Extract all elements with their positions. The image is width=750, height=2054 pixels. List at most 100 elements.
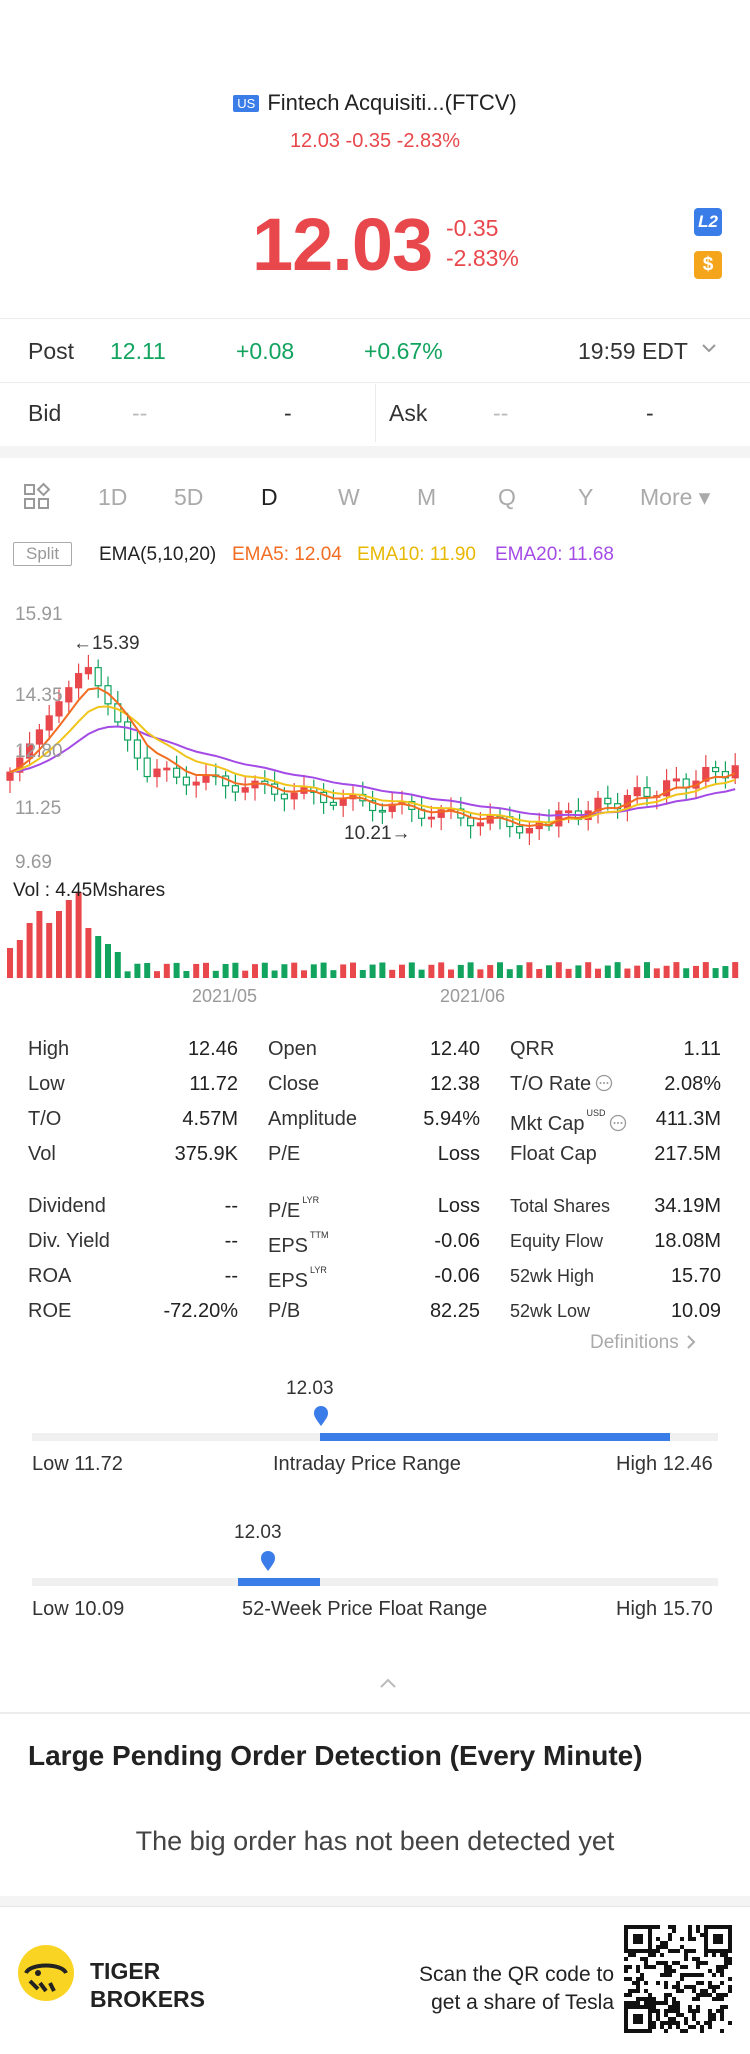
candle-body bbox=[123, 721, 132, 741]
stat-label-text: Float Cap bbox=[510, 1143, 597, 1165]
tab-q[interactable]: Q bbox=[498, 484, 516, 510]
definitions-label: Definitions bbox=[590, 1332, 679, 1353]
volume-bar bbox=[56, 911, 62, 978]
stat-label: Total Shares bbox=[510, 1195, 610, 1218]
definitions-link[interactable]: Definitions bbox=[590, 1332, 698, 1354]
stat-label: Low bbox=[28, 1073, 65, 1096]
stat-value: Loss bbox=[437, 1195, 480, 1217]
volume-bar bbox=[408, 962, 415, 978]
candle-body bbox=[202, 774, 210, 783]
stat-label: T/O Rate bbox=[510, 1073, 613, 1096]
candle-body bbox=[476, 822, 484, 827]
price-change: -0.35 bbox=[446, 215, 499, 241]
stat-label-text: 52wk High bbox=[510, 1266, 595, 1286]
stock-title: US Fintech Acquisiti...(FTCV) bbox=[0, 90, 750, 116]
post-market-row[interactable]: Post 12.11 +0.08 +0.67% 19:59 EDT bbox=[0, 320, 750, 382]
candle-body bbox=[192, 781, 200, 786]
stats-grid: High 12.46 Low 11.72 T/O 4.57M Vol 375.9K Divide… bbox=[0, 1038, 750, 1358]
y-label-2: 14.35 bbox=[15, 685, 63, 706]
stat-label-text: Close bbox=[268, 1073, 320, 1095]
pending-message: The big order has not been detected yet bbox=[135, 1826, 615, 1856]
volume-bar bbox=[575, 965, 582, 978]
chevron-down-icon[interactable] bbox=[700, 336, 718, 363]
divider bbox=[0, 1712, 750, 1714]
candle-body bbox=[163, 767, 171, 771]
y-label-3: 12.80 bbox=[15, 741, 63, 762]
split-button[interactable]: Split bbox=[13, 542, 73, 566]
qr-code-icon[interactable] bbox=[624, 1925, 732, 2033]
week52-high: High 15.70 bbox=[616, 1598, 713, 1620]
volume-bar bbox=[477, 969, 484, 978]
candle-body bbox=[427, 816, 435, 820]
tab-1d[interactable]: 1D bbox=[98, 484, 128, 510]
candle-body bbox=[711, 766, 720, 773]
stat-value: 12.40 bbox=[429, 1038, 480, 1060]
stat-label-text: Open bbox=[268, 1038, 317, 1060]
tab-5d[interactable]: 5D bbox=[174, 484, 204, 510]
candle-body bbox=[643, 787, 651, 798]
volume-label: Vol : 4.45Mshares bbox=[13, 880, 166, 901]
stat-value: -72.20% bbox=[163, 1300, 239, 1322]
candle-body bbox=[437, 809, 445, 818]
chevron-up-icon[interactable] bbox=[378, 1676, 398, 1690]
stat-value: 15.70 bbox=[670, 1265, 721, 1287]
week52-current: 12.03 bbox=[234, 1522, 282, 1543]
tab-w[interactable]: W bbox=[338, 484, 360, 510]
promo-banner[interactable]: TIGER BROKERS Scan the QR code to get a … bbox=[0, 1906, 750, 2054]
stat-value: 34.19M bbox=[654, 1195, 721, 1217]
info-icon[interactable] bbox=[609, 1114, 627, 1132]
tab-y[interactable]: Y bbox=[578, 484, 594, 510]
post-price: 12.11 bbox=[110, 338, 166, 364]
stat-label: QRR bbox=[510, 1038, 554, 1061]
stat-value: 375.9K bbox=[174, 1143, 238, 1165]
stat-label: Close bbox=[268, 1073, 319, 1096]
post-time: 19:59 EDT bbox=[578, 338, 688, 364]
ema5-value: EMA5: 12.04 bbox=[232, 544, 342, 565]
dollar-badge[interactable]: $ bbox=[694, 251, 722, 279]
volume-bar bbox=[359, 969, 366, 978]
stat-label: T/O bbox=[28, 1108, 61, 1131]
volume-bar bbox=[565, 968, 572, 978]
volume-bar bbox=[497, 962, 503, 978]
candle-body bbox=[731, 765, 739, 779]
tab-m[interactable]: M bbox=[417, 484, 437, 510]
candle-body bbox=[84, 667, 93, 675]
stat-value: 1.11 bbox=[683, 1038, 721, 1060]
candle-body bbox=[486, 815, 494, 824]
stat-label-text: T/O bbox=[28, 1108, 62, 1130]
stat-label-text: P/B bbox=[268, 1300, 301, 1322]
candle-body bbox=[555, 810, 563, 827]
volume-bar bbox=[320, 962, 327, 978]
volume-bar bbox=[252, 964, 258, 978]
intraday-high: High 12.46 bbox=[616, 1453, 713, 1475]
candle-body bbox=[515, 825, 524, 834]
volume-bar bbox=[683, 968, 690, 978]
week52-range-fill bbox=[237, 1578, 321, 1586]
tiger-logo-icon bbox=[18, 1945, 74, 2001]
volume-bar bbox=[330, 970, 337, 978]
grid-icon[interactable] bbox=[22, 482, 52, 518]
volume-bar bbox=[614, 962, 621, 978]
post-change: +0.08 bbox=[236, 338, 295, 364]
brand-line2: BROKERS bbox=[90, 1986, 206, 2012]
volume-bar bbox=[281, 964, 288, 978]
tab-more[interactable]: More ▾ bbox=[640, 484, 711, 510]
stat-label: Equity Flow bbox=[510, 1230, 603, 1253]
candle-body bbox=[6, 771, 14, 781]
week52-title: 52-Week Price Float Range bbox=[242, 1598, 488, 1620]
info-icon[interactable] bbox=[595, 1074, 613, 1092]
stat-label-text: Dividend bbox=[28, 1195, 106, 1217]
stat-value: 18.08M bbox=[654, 1230, 721, 1252]
candle-body bbox=[320, 791, 328, 804]
y-label-5: 9.69 bbox=[15, 852, 52, 873]
tab-d[interactable]: D bbox=[261, 484, 278, 510]
volume-bar bbox=[634, 965, 641, 978]
stat-value: 217.5M bbox=[654, 1143, 721, 1165]
volume-bar bbox=[702, 962, 709, 978]
candle-body bbox=[604, 797, 612, 805]
level2-badge[interactable]: L2 bbox=[694, 208, 722, 236]
candle-body bbox=[173, 767, 181, 778]
candle-body bbox=[133, 739, 141, 759]
candlestick-chart[interactable] bbox=[0, 590, 750, 1010]
bid-label: Bid bbox=[28, 400, 62, 426]
